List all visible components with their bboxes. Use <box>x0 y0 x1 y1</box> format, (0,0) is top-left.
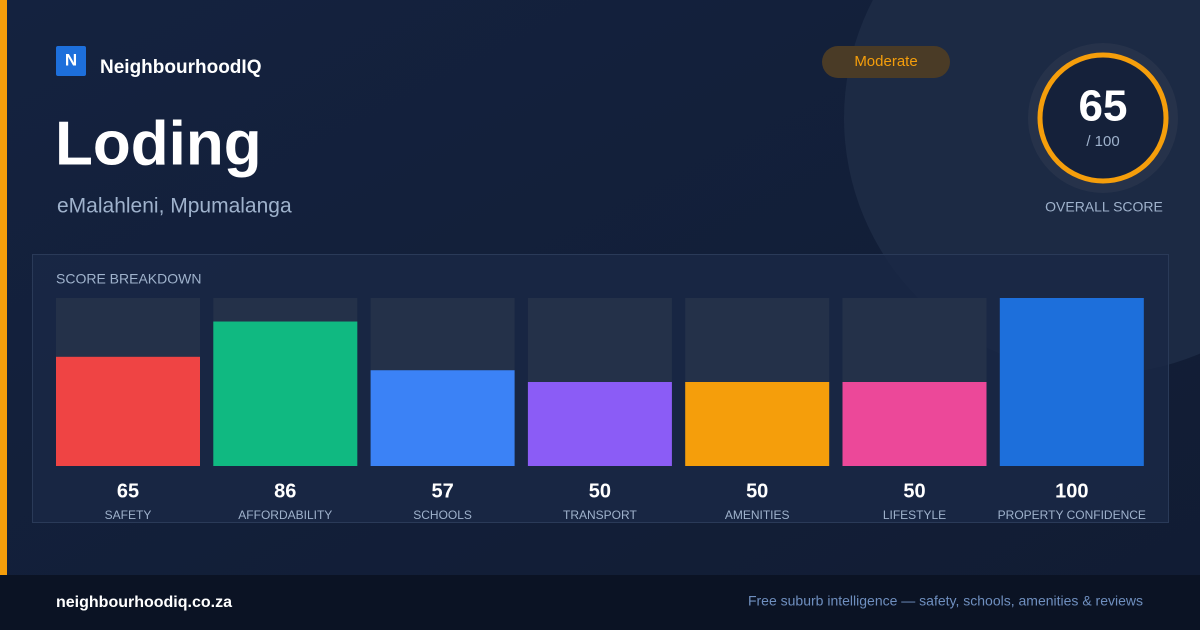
logo-letter: N <box>65 50 77 69</box>
subtitle: eMalahleni, Mpumalanga <box>57 195 292 218</box>
category-label: PROPERTY CONFIDENCE <box>998 508 1146 522</box>
bar <box>685 382 830 466</box>
score-value: 65 <box>1079 82 1128 131</box>
value-label: 65 <box>117 480 139 502</box>
value-label: 50 <box>746 480 768 502</box>
brand-name: NeighbourhoodIQ <box>100 57 261 78</box>
bar <box>213 321 358 466</box>
score-ring <box>1037 52 1169 184</box>
bar <box>999 298 1144 466</box>
bar <box>842 382 987 466</box>
logo <box>56 46 86 76</box>
title: Loding <box>55 109 262 178</box>
badge <box>822 46 950 78</box>
footer-site: neighbourhoodiq.co.za <box>56 594 232 611</box>
category-label: SCHOOLS <box>413 508 472 522</box>
bar <box>527 382 672 466</box>
accent-stripe <box>0 0 7 575</box>
score-label: OVERALL SCORE <box>1045 199 1163 215</box>
chart-title: SCORE BREAKDOWN <box>56 271 201 287</box>
value-label: 50 <box>903 480 925 502</box>
badge-text: Moderate <box>854 53 917 70</box>
footer <box>0 575 1200 630</box>
value-label: 86 <box>274 480 296 502</box>
bar <box>370 370 515 466</box>
footer-tagline: Free suburb intelligence — safety, schoo… <box>748 593 1143 609</box>
category-label: LIFESTYLE <box>883 508 946 522</box>
value-label: 57 <box>431 480 453 502</box>
value-label: 50 <box>589 480 611 502</box>
category-label: TRANSPORT <box>563 508 637 522</box>
category-label: AMENITIES <box>725 508 790 522</box>
bar <box>56 356 200 466</box>
value-label: 100 <box>1055 480 1088 502</box>
score-max: / 100 <box>1086 133 1119 150</box>
category-label: SAFETY <box>105 508 152 522</box>
bars: 65 SAFETY 86 AFFORDABILITY 57 SCHOOLS 50 TRANSP… <box>56 298 1146 522</box>
category-label: AFFORDABILITY <box>238 508 332 522</box>
